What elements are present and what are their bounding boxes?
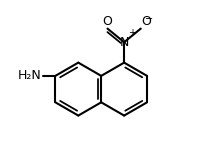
Text: O: O	[102, 15, 112, 28]
Text: N: N	[119, 36, 129, 49]
Text: H₂N: H₂N	[18, 69, 42, 82]
Text: O: O	[141, 15, 151, 28]
Text: +: +	[128, 28, 136, 38]
Text: −: −	[145, 14, 154, 24]
